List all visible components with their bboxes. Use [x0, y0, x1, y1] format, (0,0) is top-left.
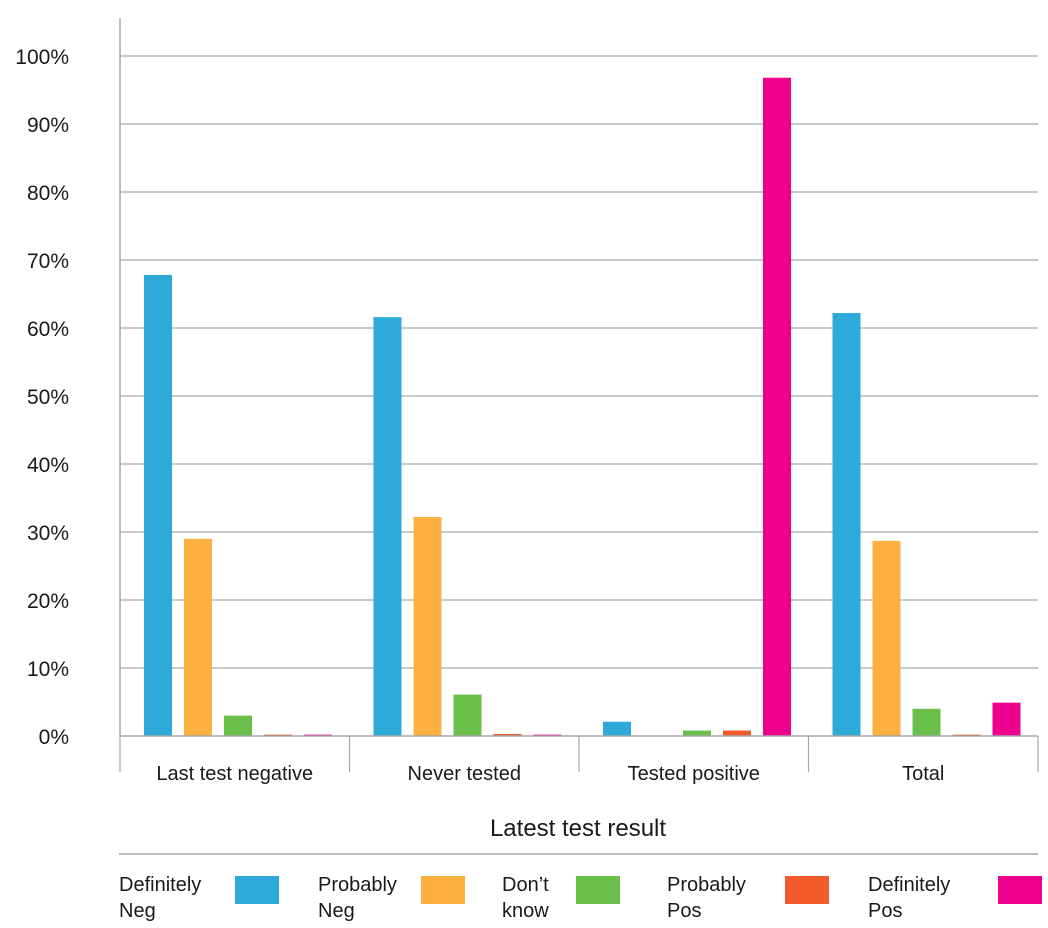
bar [373, 317, 402, 736]
x-category-label: Never tested [408, 763, 521, 785]
y-tick-label: 90% [27, 114, 69, 137]
bar [872, 540, 901, 736]
x-category-label: Tested positive [628, 763, 760, 785]
bar [184, 538, 212, 736]
gridlines [120, 55, 1038, 669]
x-category-label: Total [902, 763, 944, 785]
bar [992, 702, 1021, 736]
bar [912, 708, 941, 736]
y-axis: 0% 10% 20% 30% 40% 50% 60% 70% 80% 90% 100% [15, 18, 121, 749]
y-tick-label: 100% [15, 46, 69, 69]
y-tick-label: 50% [27, 386, 69, 409]
bar [683, 730, 711, 736]
bar [763, 77, 791, 736]
y-tick-label: 30% [27, 522, 69, 545]
y-tick-label: 0% [39, 726, 69, 749]
bar [493, 733, 522, 736]
bars [144, 77, 1021, 736]
y-tick-label: 60% [27, 318, 69, 341]
bar [413, 517, 442, 736]
bar [453, 694, 482, 736]
bar [603, 721, 631, 736]
bar [723, 730, 751, 736]
y-tick-label: 40% [27, 454, 69, 477]
y-tick-label: 10% [27, 658, 69, 681]
bar [144, 274, 172, 736]
bar [832, 313, 861, 736]
x-axis-title: Latest test result [490, 815, 666, 842]
x-category-label: Last test negative [156, 763, 313, 785]
bar [224, 715, 252, 736]
y-tick-label: 80% [27, 182, 69, 205]
x-axis: Last test negative Never tested Tested pos… [119, 735, 1039, 785]
y-tick-label: 70% [27, 250, 69, 273]
y-tick-label: 20% [27, 590, 69, 613]
